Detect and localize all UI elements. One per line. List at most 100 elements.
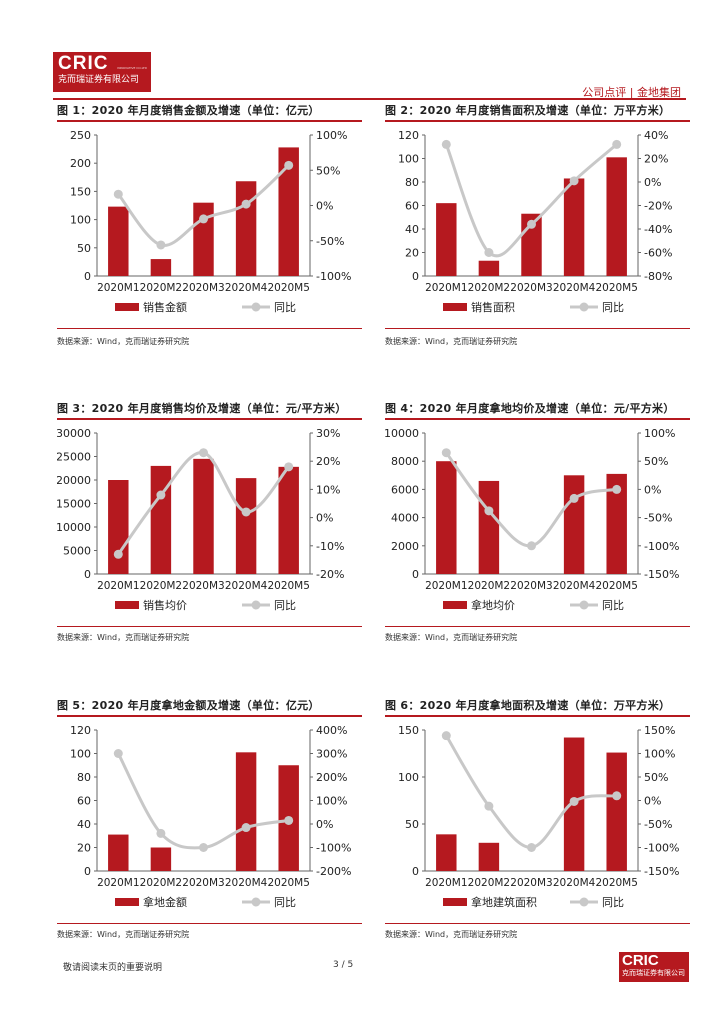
- left-tick-label: 150: [398, 724, 419, 737]
- right-tick-label: 300%: [316, 748, 347, 761]
- right-tick-label: 20%: [644, 153, 668, 166]
- legend-line-marker: [251, 302, 261, 312]
- right-tick-label: -50%: [644, 818, 672, 831]
- right-tick-label: -50%: [644, 512, 672, 525]
- legend-line-label: 同比: [602, 301, 624, 314]
- chart-source: 数据来源：Wind，克而瑞证券研究院: [57, 337, 190, 346]
- right-tick-label: -80%: [644, 270, 672, 283]
- line-point: [612, 484, 622, 494]
- legend-bar-label: 拿地均价: [471, 598, 515, 612]
- chart-source: 数据来源：Wind，克而瑞证券研究院: [57, 930, 190, 939]
- left-tick-label: 80: [77, 771, 91, 784]
- left-tick-label: 0: [84, 865, 91, 878]
- chart-source: 数据来源：Wind，克而瑞证券研究院: [385, 337, 518, 346]
- right-tick-label: -50%: [316, 235, 344, 248]
- chart-title: 图 5：2020 年月度拿地金额及增速（单位：亿元）: [57, 699, 320, 712]
- x-tick-label: 2020M2: [468, 282, 510, 294]
- right-tick-label: 40%: [644, 129, 668, 142]
- left-tick-label: 15000: [57, 498, 91, 511]
- x-tick-label: 2020M4: [553, 877, 596, 889]
- logo-tiny-text: INNOVATIVE CO.LTD: [117, 66, 147, 70]
- left-tick-label: 2000: [391, 540, 419, 553]
- right-tick-label: -100%: [644, 842, 679, 855]
- title-divider: [385, 715, 690, 717]
- left-tick-label: 120: [70, 724, 91, 737]
- title-divider: [57, 715, 362, 717]
- x-tick-label: 2020M5: [595, 580, 637, 592]
- legend-line-marker: [251, 600, 261, 610]
- line-point: [612, 139, 622, 149]
- bar: [193, 458, 214, 574]
- bar: [478, 842, 500, 871]
- x-tick-label: 2020M3: [182, 877, 224, 889]
- line-point: [569, 493, 579, 503]
- source-divider: [57, 328, 362, 329]
- x-tick-label: 2020M3: [510, 282, 552, 294]
- left-tick-label: 20: [405, 247, 419, 260]
- left-tick-label: 250: [70, 129, 91, 142]
- series-line: [445, 451, 618, 548]
- legend-line-marker: [251, 897, 261, 907]
- right-tick-label: -150%: [644, 865, 679, 878]
- left-tick-label: 100: [398, 153, 419, 166]
- left-tick-label: 40: [77, 818, 91, 831]
- title-divider: [385, 418, 690, 420]
- right-tick-label: 200%: [316, 771, 347, 784]
- line-point: [156, 828, 166, 838]
- line-point: [484, 248, 494, 257]
- legend-line-label: 同比: [274, 599, 296, 612]
- left-tick-label: 10000: [385, 427, 419, 440]
- chart-svg: 0 2000 4000 6000 8000 10000 -150% -100% -50% 0% 50…: [385, 427, 679, 612]
- legend-bar-label: 销售均价: [143, 598, 187, 612]
- left-tick-label: 6000: [391, 483, 419, 496]
- line-point: [527, 219, 536, 229]
- source-divider: [385, 923, 690, 924]
- legend-bar-swatch: [443, 303, 467, 311]
- x-tick-label: 2020M3: [510, 580, 552, 592]
- bar: [436, 461, 457, 574]
- right-tick-label: -20%: [644, 200, 672, 213]
- legend-line-label: 同比: [274, 896, 296, 909]
- left-tick-label: 60: [405, 200, 419, 213]
- right-tick-label: -100%: [316, 842, 351, 855]
- title-divider: [57, 120, 362, 122]
- bar: [235, 181, 257, 276]
- left-tick-label: 0: [84, 568, 91, 581]
- line-point: [441, 448, 451, 458]
- chart-svg: 0 20 40 60 80 100 120 -200% -100% 0% 100% 200% 300% 4…: [70, 724, 351, 909]
- report-type: 公司点评 | 金地集团: [582, 86, 681, 99]
- right-tick-label: 0%: [316, 818, 333, 831]
- bar: [563, 178, 585, 276]
- left-tick-label: 200: [70, 157, 91, 170]
- series-line: [444, 143, 618, 258]
- x-tick-label: 2020M4: [553, 282, 596, 294]
- bar: [436, 203, 457, 276]
- x-tick-label: 2020M4: [225, 580, 268, 592]
- source-divider: [57, 626, 362, 627]
- x-tick-label: 2020M1: [97, 282, 139, 294]
- line-point: [284, 160, 294, 170]
- bar: [606, 752, 627, 871]
- right-tick-label: 0%: [316, 512, 333, 525]
- right-tick-label: 0%: [316, 200, 333, 213]
- x-tick-label: 2020M5: [595, 282, 637, 294]
- series-line: [116, 752, 289, 850]
- left-tick-label: 0: [412, 270, 419, 283]
- x-tick-label: 2020M5: [267, 580, 309, 592]
- left-tick-label: 20: [77, 842, 91, 855]
- x-tick-label: 2020M2: [140, 282, 182, 294]
- right-tick-label: 0%: [644, 483, 661, 496]
- legend-line-marker: [579, 600, 589, 610]
- line-point: [484, 506, 494, 516]
- bar: [563, 475, 585, 574]
- bar: [150, 847, 172, 871]
- title-divider: [385, 120, 690, 122]
- right-tick-label: 0%: [644, 795, 661, 808]
- footer-logo-subtext: 克而瑞证券有限公司: [622, 969, 685, 977]
- source-divider: [385, 328, 690, 329]
- line-point: [527, 541, 536, 551]
- legend-bar-label: 拿地建筑面积: [471, 895, 537, 909]
- x-tick-label: 2020M5: [267, 877, 309, 889]
- right-tick-label: 50%: [644, 771, 668, 784]
- left-tick-label: 120: [398, 129, 419, 142]
